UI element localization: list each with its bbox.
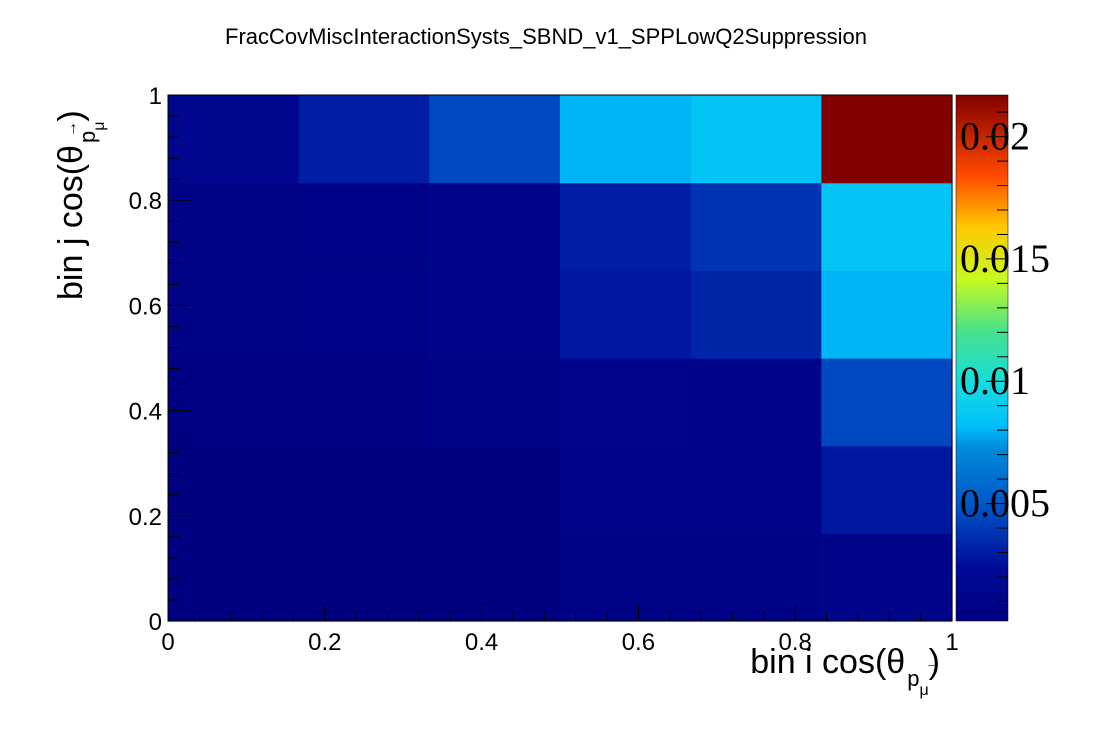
colorbar xyxy=(955,94,1009,622)
heatmap-cell xyxy=(429,445,561,534)
colorbar-ticks: 0.005 0.01 0.015 0.02 xyxy=(960,111,1050,602)
heatmap-cell xyxy=(690,95,822,184)
heatmap-cell xyxy=(168,95,300,184)
y-tick-label: 1 xyxy=(149,83,162,110)
heatmap-cell xyxy=(168,358,300,447)
svg-text:bin j cos(θpμ): bin j cos(θ pμ) xyxy=(52,110,108,300)
svg-text:bin i cos(θpμ): bin i cos(θpμ) xyxy=(750,643,940,699)
x-tick-label: 0.2 xyxy=(308,629,341,656)
x-tick-label: 0.4 xyxy=(465,629,498,656)
heatmap-cell xyxy=(690,533,822,622)
x-axis-ticks: 0 0.2 0.4 0.6 0.8 1 xyxy=(161,605,959,656)
x-axis-label-text: bin i cos(θ xyxy=(750,643,905,681)
heatmap-cell xyxy=(298,533,430,622)
heatmap-cell xyxy=(429,358,561,447)
heatmap-cell xyxy=(429,533,561,622)
heatmap-cell xyxy=(168,270,300,359)
vector-arrow-icon: → xyxy=(925,655,941,672)
heatmap-cell xyxy=(821,95,953,184)
y-axis-label-text: bin j cos(θ xyxy=(52,145,90,300)
heatmap-cell xyxy=(298,95,430,184)
plot-frame xyxy=(167,94,953,622)
heatmap-cell xyxy=(560,270,692,359)
heatmap-cell xyxy=(429,182,561,271)
heatmap-cell xyxy=(821,445,953,534)
heatmap-cell xyxy=(168,533,300,622)
heatmap-cell xyxy=(298,358,430,447)
heatmap-cell xyxy=(429,270,561,359)
heatmap-cells xyxy=(168,95,953,622)
x-axis-label: bin i cos(θpμ) → xyxy=(750,643,941,699)
y-tick-label: 0.4 xyxy=(129,399,162,426)
x-tick-label: 1 xyxy=(945,629,958,656)
heatmap-cell xyxy=(560,533,692,622)
y-tick-label: 0.2 xyxy=(129,504,162,531)
y-axis-ticks: 0 0.2 0.4 0.6 0.8 1 xyxy=(129,83,190,636)
colorbar-tick-label: 0.015 xyxy=(960,236,1050,281)
heatmap-cell xyxy=(821,358,953,447)
heatmap-cell xyxy=(690,270,822,359)
heatmap-cell xyxy=(690,445,822,534)
vector-arrow-icon: → xyxy=(63,121,80,137)
heatmap-cell xyxy=(690,358,822,447)
heatmap-cell xyxy=(429,95,561,184)
y-tick-label: 0.8 xyxy=(129,188,162,215)
x-axis-label-subsub: μ xyxy=(919,682,928,699)
x-tick-label: 0.8 xyxy=(779,629,812,656)
y-axis-label-sub: p xyxy=(75,131,100,143)
y-tick-label: 0 xyxy=(149,609,162,636)
heatmap-cell xyxy=(560,95,692,184)
y-axis-label-close: ) xyxy=(52,110,90,121)
heatmap-cell xyxy=(168,445,300,534)
y-axis-label-subsub: μ xyxy=(91,122,108,131)
heatmap-cell xyxy=(821,182,953,271)
heatmap-cell xyxy=(821,270,953,359)
heatmap-cell xyxy=(560,182,692,271)
y-axis-label: bin j cos(θ pμ) → xyxy=(52,110,108,300)
heatmap-cell xyxy=(560,358,692,447)
x-axis-label-close: ) xyxy=(929,643,940,681)
colorbar-tick-label: 0.02 xyxy=(960,114,1030,159)
x-tick-label: 0 xyxy=(161,629,174,656)
colorbar-tick-label: 0.01 xyxy=(960,358,1030,403)
colorbar-tick-label: 0.005 xyxy=(960,481,1050,526)
y-tick-label: 0.6 xyxy=(129,293,162,320)
heatmap-cell xyxy=(298,182,430,271)
x-tick-label: 0.6 xyxy=(622,629,655,656)
chart-title: FracCovMiscInteractionSysts_SBND_v1_SPPL… xyxy=(225,24,867,49)
heatmap-cell xyxy=(560,445,692,534)
heatmap-cell xyxy=(690,182,822,271)
heatmap-cell xyxy=(821,533,953,622)
x-axis-label-sub: p xyxy=(907,666,919,691)
heatmap-cell xyxy=(298,270,430,359)
heatmap-cell xyxy=(168,182,300,271)
heatmap-cell xyxy=(298,445,430,534)
